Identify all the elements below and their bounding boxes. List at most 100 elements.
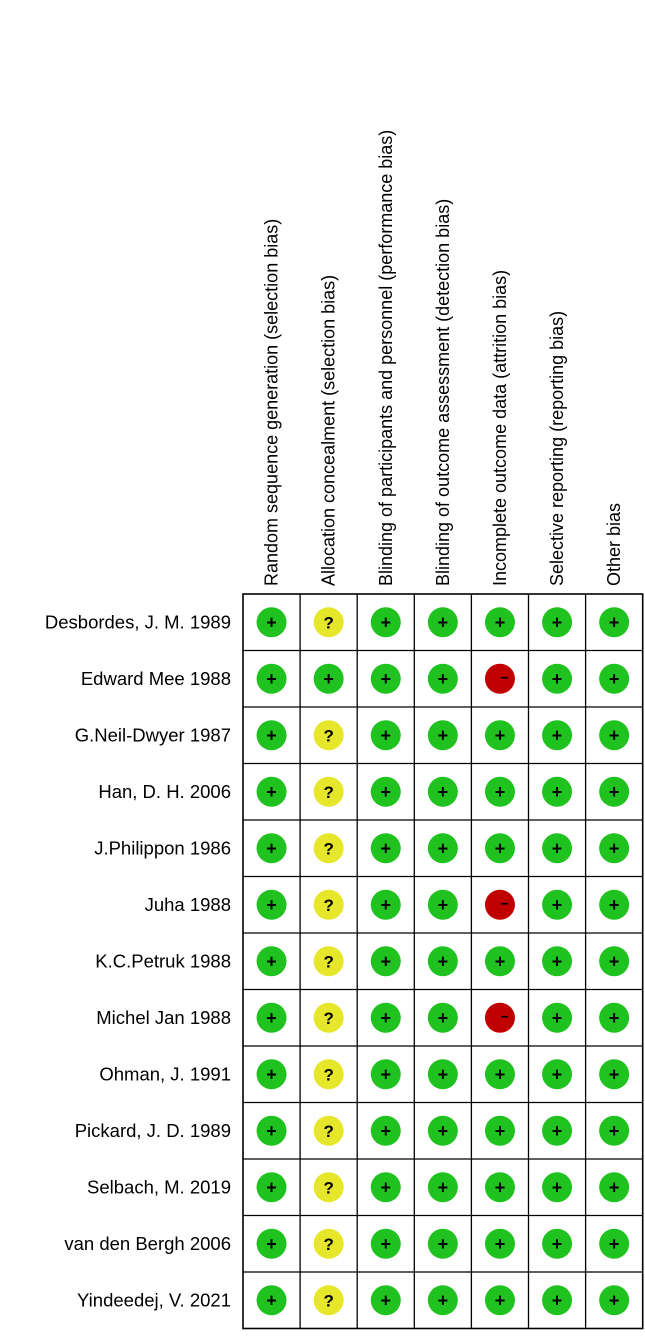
rating-low-plus-icon: +	[542, 1002, 573, 1033]
rating-high-minus-icon	[484, 1002, 515, 1033]
rating-circle	[313, 833, 344, 864]
plus-mark: +	[438, 1008, 449, 1028]
rating-low-plus-icon: +	[256, 1115, 287, 1146]
plus-mark: +	[609, 951, 620, 971]
rating-low-plus-icon: +	[427, 1228, 458, 1259]
question-mark: ?	[323, 1065, 333, 1084]
rating-low-plus-icon: +	[542, 946, 573, 977]
plus-mark: +	[552, 1064, 563, 1084]
rating-circle	[256, 607, 287, 638]
study-label: Juha 1988	[145, 894, 231, 915]
rating-circle	[256, 1285, 287, 1316]
rating-circle	[599, 720, 630, 751]
column-label-6: Selective reporting (reporting bias)	[547, 311, 567, 586]
rating-low-plus-icon: +	[427, 776, 458, 807]
rating-low-plus-icon: +	[599, 663, 630, 694]
rating-low-plus-icon: +	[599, 1059, 630, 1090]
plus-mark: +	[266, 895, 277, 915]
rating-circle	[256, 889, 287, 920]
study-label: Selbach, M. 2019	[87, 1176, 231, 1197]
plus-mark: +	[266, 1290, 277, 1310]
rating-low-plus-icon: +	[370, 720, 401, 751]
rating-circle	[599, 1059, 630, 1090]
rating-circle	[256, 946, 287, 977]
rating-low-plus-icon: +	[484, 946, 515, 977]
rating-circle	[427, 776, 458, 807]
rating-low-plus-icon: +	[542, 1172, 573, 1203]
rating-low-plus-icon: +	[484, 1059, 515, 1090]
rating-circle	[484, 1228, 515, 1259]
rating-unclear-question-icon: ?	[313, 607, 344, 638]
plus-mark: +	[266, 1064, 277, 1084]
rating-low-plus-icon: +	[370, 1228, 401, 1259]
rating-low-plus-icon: +	[427, 1115, 458, 1146]
plus-mark: +	[552, 838, 563, 858]
plus-mark: +	[380, 838, 391, 858]
plus-mark: +	[380, 1177, 391, 1197]
plus-mark: +	[609, 1121, 620, 1141]
rating-circle	[256, 720, 287, 751]
plus-mark: +	[552, 1121, 563, 1141]
rating-low-plus-icon: +	[542, 889, 573, 920]
plus-mark: +	[266, 725, 277, 745]
plus-mark: +	[552, 782, 563, 802]
rating-circle	[542, 946, 573, 977]
rating-grid: +? + + + + + + + + + + + +? + + + + + +? + + + + + +? + + + + + +? + + + +…	[242, 593, 644, 1330]
plus-mark: +	[438, 838, 449, 858]
study-label: Edward Mee 1988	[81, 668, 231, 689]
rating-circle	[427, 1285, 458, 1316]
plus-mark: +	[552, 1177, 563, 1197]
rating-circle	[256, 1002, 287, 1033]
plus-mark: +	[266, 1008, 277, 1028]
plus-mark: +	[495, 1290, 506, 1310]
rating-circle	[542, 889, 573, 920]
rating-circle	[313, 1228, 344, 1259]
rating-circle	[542, 1285, 573, 1316]
plus-mark: +	[380, 1064, 391, 1084]
rating-circle	[599, 663, 630, 694]
rating-circle	[370, 1228, 401, 1259]
plus-mark: +	[380, 895, 391, 915]
column-label-5: Incomplete outcome data (attrition bias)	[490, 270, 510, 586]
rating-low-plus-icon: +	[542, 1059, 573, 1090]
plus-mark: +	[552, 1008, 563, 1028]
rating-low-plus-icon: +	[427, 946, 458, 977]
rating-unclear-question-icon: ?	[313, 1059, 344, 1090]
rating-low-plus-icon: +	[370, 776, 401, 807]
study-labels: Desbordes, J. M. 1989 Edward Mee 1988 G.Ne…	[45, 611, 231, 1310]
plus-mark: +	[438, 1064, 449, 1084]
rating-circle	[542, 1115, 573, 1146]
plus-mark: +	[266, 838, 277, 858]
rating-circle	[484, 1059, 515, 1090]
rating-circle	[370, 946, 401, 977]
rating-low-plus-icon: +	[256, 946, 287, 977]
plus-mark: +	[438, 1234, 449, 1254]
rating-circle	[484, 776, 515, 807]
column-label-1: Random sequence generation (selection bi…	[262, 219, 282, 586]
rating-low-plus-icon: +	[542, 776, 573, 807]
rating-circle	[484, 946, 515, 977]
plus-mark: +	[609, 838, 620, 858]
rating-circle	[542, 607, 573, 638]
study-label: van den Bergh 2006	[64, 1233, 231, 1254]
rating-circle	[370, 1002, 401, 1033]
rating-circle	[484, 1115, 515, 1146]
plus-mark: +	[266, 1121, 277, 1141]
question-mark: ?	[323, 1291, 333, 1310]
rating-circle	[484, 663, 515, 694]
rating-circle	[427, 1002, 458, 1033]
rating-unclear-question-icon: ?	[313, 833, 344, 864]
rating-low-plus-icon: +	[599, 720, 630, 751]
plus-mark: +	[438, 669, 449, 689]
rating-circle	[370, 720, 401, 751]
rating-circle	[370, 1285, 401, 1316]
rating-low-plus-icon: +	[427, 889, 458, 920]
question-mark: ?	[323, 952, 333, 971]
rating-circle	[427, 946, 458, 977]
plus-mark: +	[266, 669, 277, 689]
rating-low-plus-icon: +	[542, 1285, 573, 1316]
rating-low-plus-icon: +	[542, 720, 573, 751]
plus-mark: +	[380, 612, 391, 632]
plus-mark: +	[380, 1008, 391, 1028]
